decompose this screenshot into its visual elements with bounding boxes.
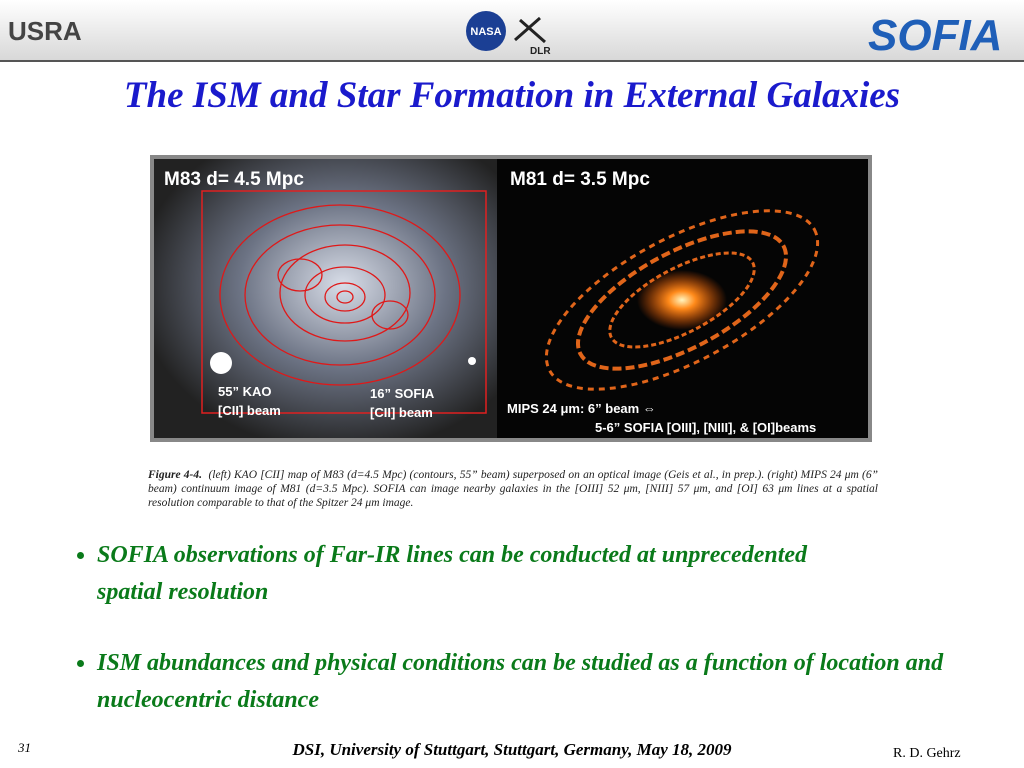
kao-label: 55” KAO	[218, 384, 271, 399]
bullet: ISM abundances and physical conditions c…	[97, 645, 997, 719]
footer-author: R. D. Gehrz	[893, 746, 961, 761]
bullet-list: SOFIA observations of Far-IR lines can b…	[97, 537, 857, 611]
sofia-beam	[468, 357, 476, 365]
sofia-beams-label: 5-6” SOFIA [OIII], [NIII], & [OI]beams	[595, 420, 816, 435]
m81-core	[637, 270, 727, 330]
nasa-logo-disc	[466, 11, 506, 51]
sofia-logo: SOFIA	[868, 11, 1002, 60]
header-bar: USRA NASA DLR SOFIA	[0, 0, 1024, 62]
map-box	[201, 190, 487, 414]
header-bg	[0, 0, 1024, 60]
footer-event: DSI, University of Stuttgart, Stuttgart,…	[292, 740, 732, 759]
bullet: SOFIA observations of Far-IR lines can b…	[97, 537, 857, 611]
m81-label: M81 d= 3.5 Mpc	[510, 169, 650, 190]
page-number: 31	[18, 740, 31, 755]
caption-text: (left) KAO [CII] map of M83 (d=4.5 Mpc) …	[148, 469, 879, 509]
dlr-emblem	[514, 16, 546, 44]
usra-logo: USRA	[8, 16, 82, 46]
m83-label: M83 d= 4.5 Mpc	[164, 169, 304, 190]
mips-label: MIPS 24 μm: 6” beam ⇔	[507, 401, 656, 416]
nasa-logo: NASA	[470, 26, 501, 38]
sofia-label: [CII] beam	[370, 405, 433, 420]
kao-label: [CII] beam	[218, 403, 281, 418]
bullet-list: ISM abundances and physical conditions c…	[97, 645, 997, 719]
contours	[219, 204, 461, 386]
slide-title: The ISM and Star Formation in External G…	[123, 75, 901, 116]
dlr-logo: DLR	[530, 46, 551, 57]
figure-image: M83 d= 4.5 Mpc 55” KAO [CII] beam 16” SO…	[150, 155, 872, 442]
figure-caption: Figure 4-4. (left) KAO [CII] map of M83 …	[148, 468, 878, 510]
caption-label: Figure 4-4.	[148, 469, 203, 481]
sofia-label: 16” SOFIA	[370, 386, 435, 401]
kao-beam	[210, 352, 232, 374]
